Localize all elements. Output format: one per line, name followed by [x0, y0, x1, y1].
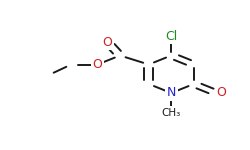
Text: O: O — [102, 36, 113, 48]
Text: O: O — [92, 58, 102, 71]
Text: N: N — [166, 87, 176, 99]
Text: Cl: Cl — [165, 30, 177, 42]
Text: O: O — [216, 87, 226, 99]
Text: CH₃: CH₃ — [162, 108, 181, 117]
